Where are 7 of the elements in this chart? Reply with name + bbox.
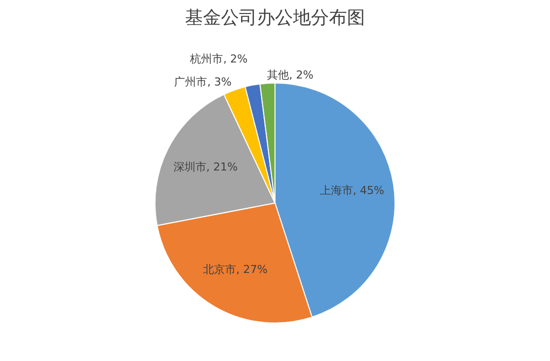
slice-label: 上海市, 45%: [320, 184, 384, 197]
slice-label: 其他, 2%: [266, 68, 314, 82]
slice-label: 广州市, 3%: [174, 76, 232, 89]
slice-label: 北京市, 27%: [203, 263, 268, 276]
slice-label: 深圳市, 21%: [173, 160, 238, 174]
slice-label: 杭州市, 2%: [189, 52, 248, 66]
chart-title: 基金公司办公地分布图: [185, 8, 365, 29]
